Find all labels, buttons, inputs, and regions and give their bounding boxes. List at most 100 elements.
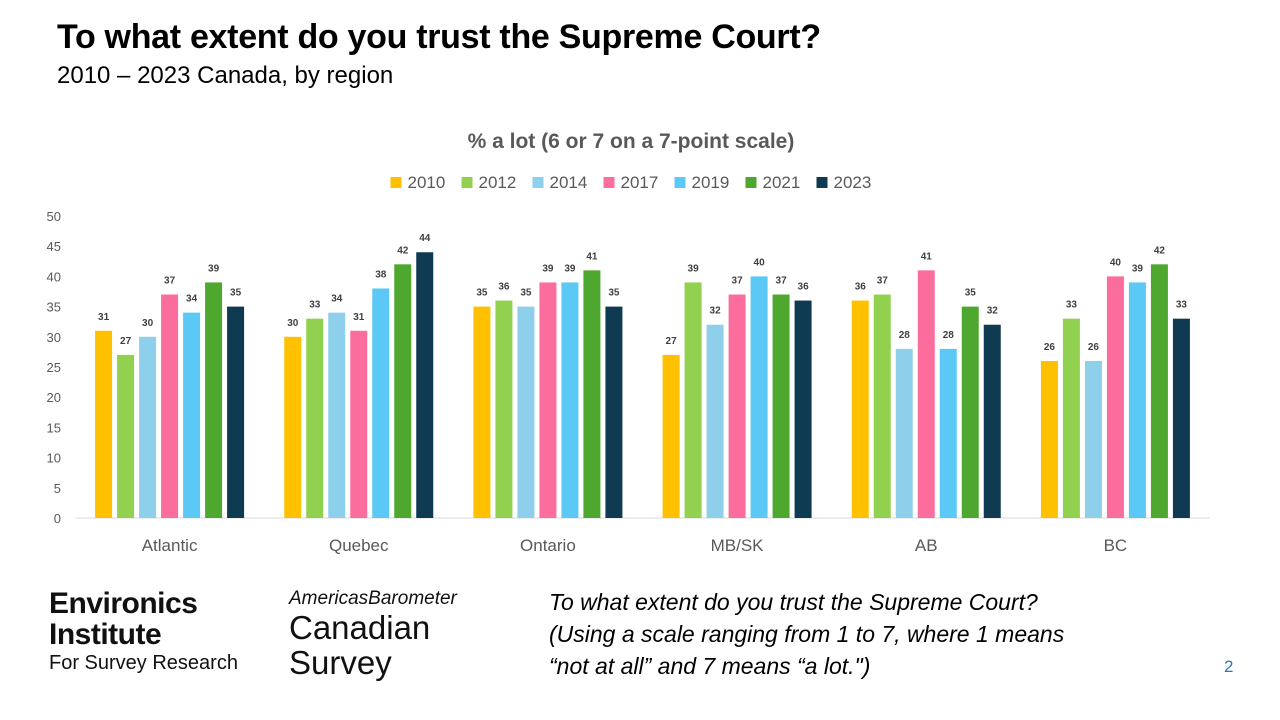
- legend-label: 2021: [763, 173, 801, 192]
- bar: [1084, 360, 1102, 518]
- bar: [895, 348, 913, 518]
- bar: [1062, 318, 1080, 518]
- question-line: To what extent do you trust the Supreme …: [549, 589, 1038, 615]
- bar-data-label: 26: [1044, 342, 1056, 353]
- bar-data-label: 42: [397, 245, 409, 256]
- bar: [917, 270, 935, 518]
- bar-data-label: 27: [666, 336, 678, 347]
- legend-label: 2023: [834, 173, 872, 192]
- bar-data-label: 39: [208, 263, 220, 274]
- bar-data-label: 33: [1176, 300, 1188, 311]
- bar-data-label: 34: [186, 294, 198, 305]
- bar: [1040, 360, 1058, 518]
- legend-label: 2012: [479, 173, 517, 192]
- bar-data-label: 28: [899, 330, 911, 341]
- bar: [350, 330, 368, 518]
- bar: [605, 306, 623, 518]
- y-tick-label: 50: [47, 209, 61, 224]
- bar: [1106, 276, 1124, 518]
- legend-swatch: [816, 177, 828, 188]
- logo-institute-word: Institute: [49, 618, 162, 651]
- bar: [706, 324, 724, 518]
- bar-data-label: 41: [921, 251, 933, 262]
- bar-data-label: 35: [230, 288, 242, 299]
- y-tick-label: 15: [47, 420, 61, 435]
- bar-data-label: 28: [943, 330, 955, 341]
- bar-data-label: 30: [142, 318, 154, 329]
- bar: [684, 282, 702, 518]
- bar-data-label: 27: [120, 336, 132, 347]
- legend-swatch: [390, 177, 402, 188]
- bar: [495, 300, 513, 518]
- bar: [284, 336, 302, 518]
- bar-data-label: 40: [1110, 257, 1122, 268]
- bar-chart: % a lot (6 or 7 on a 7-point scale) 20 10 2…: [47, 130, 1210, 555]
- bar: [561, 282, 579, 518]
- bar-data-label: 33: [1066, 300, 1078, 311]
- bar-data-label: 39: [542, 263, 554, 274]
- legend-swatch: [603, 177, 615, 188]
- bar-data-label: 32: [710, 306, 722, 317]
- bar: [794, 300, 812, 518]
- legend-swatch: [674, 177, 686, 188]
- page-number: 2: [1224, 657, 1234, 676]
- x-category-label: Quebec: [329, 536, 389, 555]
- logo-americasbarometer-word: AmericasBarometer: [289, 588, 457, 609]
- survey-question: To what extent do you trust the Supreme …: [549, 586, 1149, 682]
- bar: [394, 264, 412, 518]
- slide-title: To what extent do you trust the Supreme …: [57, 18, 821, 56]
- bar-data-label: 40: [754, 257, 766, 268]
- bar-data-label: 37: [164, 276, 176, 287]
- bar-data-label: 44: [419, 233, 431, 244]
- y-tick-label: 20: [47, 390, 61, 405]
- bar-data-label: 39: [688, 263, 700, 274]
- bar: [851, 300, 869, 518]
- bar-data-label: 35: [965, 288, 977, 299]
- bar: [95, 330, 113, 518]
- bar: [873, 294, 891, 518]
- bar-data-label: 35: [608, 288, 620, 299]
- legend-label: 2014: [550, 173, 588, 192]
- chart-title: % a lot (6 or 7 on a 7-point scale): [468, 130, 795, 153]
- bar: [183, 312, 201, 518]
- y-tick-label: 0: [54, 511, 61, 526]
- slide-subtitle: 2010 – 2023 Canada, by region: [57, 62, 394, 89]
- bar: [728, 294, 746, 518]
- bar: [772, 294, 790, 518]
- y-tick-label: 10: [47, 451, 61, 466]
- bar: [583, 270, 601, 518]
- bar: [372, 288, 390, 518]
- legend-label: 2019: [692, 173, 730, 192]
- y-tick-label: 40: [47, 269, 61, 284]
- question-line: (Using a scale ranging from 1 to 7, wher…: [549, 621, 1065, 647]
- y-tick-label: 30: [47, 330, 61, 345]
- bar-data-label: 33: [309, 300, 321, 311]
- bar: [961, 306, 979, 518]
- bar: [227, 306, 245, 518]
- bar-data-label: 36: [798, 282, 810, 293]
- bar: [328, 312, 346, 518]
- bar: [1128, 282, 1146, 518]
- x-category-label: AB: [915, 536, 938, 555]
- bar-data-label: 37: [732, 276, 744, 287]
- bar: [539, 282, 557, 518]
- bar: [750, 276, 768, 518]
- bar-data-label: 35: [520, 288, 532, 299]
- legend-label: 2017: [621, 173, 659, 192]
- bar: [983, 324, 1001, 518]
- bar: [473, 306, 491, 518]
- legend-swatch: [461, 177, 473, 188]
- bar-data-label: 26: [1088, 342, 1100, 353]
- bar-data-label: 32: [987, 306, 999, 317]
- bar: [161, 294, 179, 518]
- bar: [1172, 318, 1190, 518]
- y-tick-label: 45: [47, 239, 61, 254]
- bar-data-label: 34: [331, 294, 343, 305]
- bar-data-label: 37: [877, 276, 889, 287]
- bar: [205, 282, 223, 518]
- y-tick-label: 5: [54, 481, 61, 496]
- bar: [517, 306, 535, 518]
- legend-swatch: [745, 177, 757, 188]
- y-tick-label: 35: [47, 300, 61, 315]
- bar-data-label: 39: [1132, 263, 1144, 274]
